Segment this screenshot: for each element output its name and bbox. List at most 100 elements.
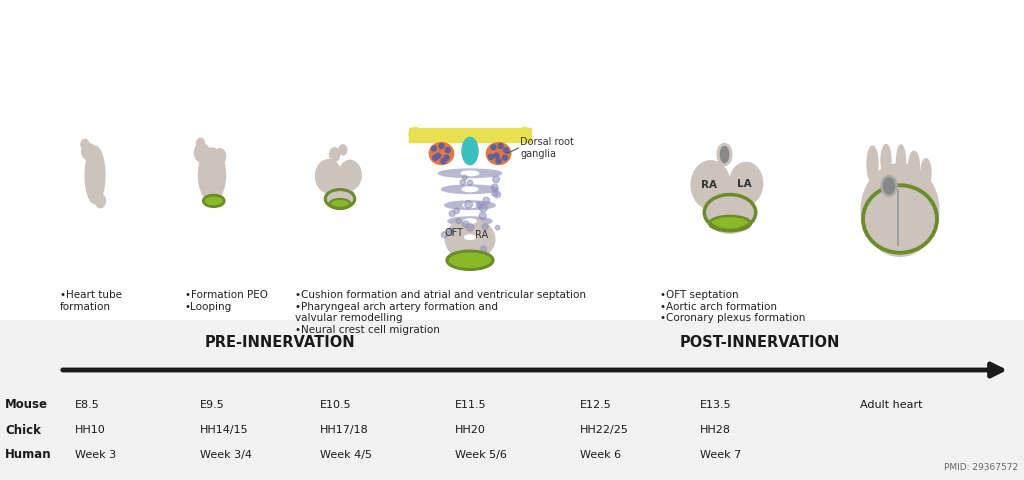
Text: PMID: 29367572: PMID: 29367572 <box>944 463 1018 472</box>
Circle shape <box>494 191 501 198</box>
Ellipse shape <box>462 187 478 192</box>
Circle shape <box>454 208 460 214</box>
Ellipse shape <box>720 146 729 163</box>
Ellipse shape <box>452 233 488 241</box>
Text: PRE-INNERVATION: PRE-INNERVATION <box>205 335 355 350</box>
Text: Week 5/6: Week 5/6 <box>455 450 507 460</box>
Ellipse shape <box>330 199 350 209</box>
Bar <box>0 320 1024 480</box>
Text: Week 3: Week 3 <box>75 450 116 460</box>
Ellipse shape <box>861 164 939 256</box>
Circle shape <box>496 158 501 164</box>
Circle shape <box>432 155 437 160</box>
Ellipse shape <box>214 149 225 164</box>
Text: HH10: HH10 <box>75 425 105 435</box>
Circle shape <box>444 155 449 160</box>
Circle shape <box>476 202 482 208</box>
Ellipse shape <box>706 195 754 233</box>
Text: HH14/15: HH14/15 <box>200 425 249 435</box>
Circle shape <box>490 145 496 150</box>
Text: •Heart tube
formation: •Heart tube formation <box>60 290 122 312</box>
Text: Chick: Chick <box>5 423 41 436</box>
Ellipse shape <box>867 146 878 182</box>
Ellipse shape <box>462 137 478 165</box>
Ellipse shape <box>518 128 530 141</box>
Ellipse shape <box>447 252 493 269</box>
Ellipse shape <box>896 145 905 180</box>
Ellipse shape <box>199 148 225 202</box>
Text: Mouse: Mouse <box>5 398 48 411</box>
Text: Dorsal root
ganglia: Dorsal root ganglia <box>520 137 574 159</box>
Text: HH28: HH28 <box>700 425 731 435</box>
Ellipse shape <box>444 201 496 209</box>
Circle shape <box>479 213 486 220</box>
Ellipse shape <box>486 143 511 165</box>
Circle shape <box>496 226 500 230</box>
Text: •OFT septation
•Aortic arch formation
•Coronary plexus formation: •OFT septation •Aortic arch formation •C… <box>660 290 805 323</box>
Ellipse shape <box>315 160 341 193</box>
Text: POST-INNERVATION: POST-INNERVATION <box>680 335 840 350</box>
Ellipse shape <box>884 178 895 194</box>
Ellipse shape <box>464 219 476 224</box>
Ellipse shape <box>410 128 422 141</box>
Ellipse shape <box>466 251 474 255</box>
Circle shape <box>441 158 446 164</box>
Circle shape <box>460 180 466 185</box>
Circle shape <box>494 153 499 158</box>
Circle shape <box>467 180 473 185</box>
Ellipse shape <box>710 216 751 231</box>
Circle shape <box>493 176 500 183</box>
Circle shape <box>441 232 447 238</box>
Ellipse shape <box>95 194 105 208</box>
Circle shape <box>503 155 507 160</box>
Circle shape <box>479 204 487 212</box>
Ellipse shape <box>461 171 479 176</box>
Text: E10.5: E10.5 <box>319 400 351 410</box>
Text: Week 3/4: Week 3/4 <box>200 450 252 460</box>
Text: E13.5: E13.5 <box>700 400 731 410</box>
Text: HH22/25: HH22/25 <box>580 425 629 435</box>
Text: HH17/18: HH17/18 <box>319 425 369 435</box>
Circle shape <box>447 229 454 235</box>
Text: Adult heart: Adult heart <box>860 400 923 410</box>
Text: E11.5: E11.5 <box>455 400 486 410</box>
Ellipse shape <box>881 144 891 176</box>
Ellipse shape <box>445 219 495 260</box>
Circle shape <box>445 148 451 153</box>
Ellipse shape <box>447 217 493 226</box>
Text: Human: Human <box>5 448 51 461</box>
Ellipse shape <box>441 185 499 193</box>
Circle shape <box>492 190 498 196</box>
Text: RA: RA <box>475 229 488 240</box>
Ellipse shape <box>729 162 763 204</box>
Circle shape <box>504 148 509 153</box>
Ellipse shape <box>85 146 104 204</box>
Ellipse shape <box>81 139 89 149</box>
Ellipse shape <box>438 169 502 178</box>
Ellipse shape <box>330 148 340 161</box>
Text: E12.5: E12.5 <box>580 400 611 410</box>
Circle shape <box>482 224 488 230</box>
Circle shape <box>492 184 498 191</box>
Ellipse shape <box>717 144 732 166</box>
Text: Week 4/5: Week 4/5 <box>319 450 372 460</box>
Ellipse shape <box>921 159 931 186</box>
Ellipse shape <box>908 151 920 184</box>
Ellipse shape <box>429 143 454 165</box>
Circle shape <box>498 144 503 148</box>
Text: •Cushion formation and atrial and ventricular septation
•Pharyngeal arch artery : •Cushion formation and atrial and ventri… <box>295 290 586 335</box>
Ellipse shape <box>197 138 205 148</box>
Text: HH20: HH20 <box>455 425 485 435</box>
Circle shape <box>480 246 486 252</box>
Text: E8.5: E8.5 <box>75 400 99 410</box>
Text: Week 7: Week 7 <box>700 450 741 460</box>
Circle shape <box>463 221 469 228</box>
Circle shape <box>483 197 489 204</box>
Ellipse shape <box>691 161 730 209</box>
Ellipse shape <box>455 249 485 257</box>
Text: E9.5: E9.5 <box>200 400 224 410</box>
Text: •Formation PEO
•Looping: •Formation PEO •Looping <box>185 290 268 312</box>
Circle shape <box>466 224 474 231</box>
Bar <box>410 128 530 142</box>
Ellipse shape <box>339 145 347 155</box>
